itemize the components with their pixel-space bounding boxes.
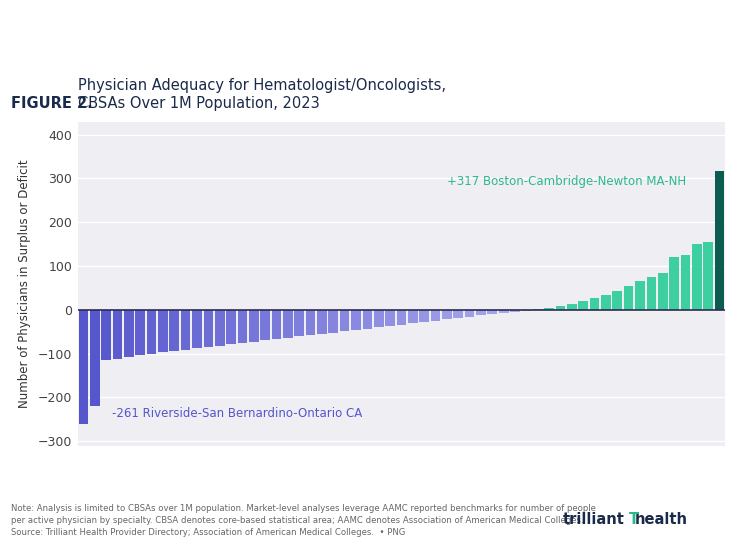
Bar [124,310,134,357]
Bar [703,242,713,310]
Text: FIGURE 2.: FIGURE 2. [11,96,92,111]
Bar [510,310,520,312]
Bar [465,310,474,317]
Bar [499,310,508,313]
Bar [340,310,349,331]
Bar [681,255,690,310]
Bar [283,310,293,338]
Bar [329,310,338,333]
Bar [420,310,429,322]
Text: +317 Boston-Cambridge-Newton MA-NH: +317 Boston-Cambridge-Newton MA-NH [447,176,686,188]
Bar [306,310,315,335]
Bar [238,310,247,343]
Bar [431,310,440,321]
Bar [635,281,645,310]
Bar [386,310,395,326]
Bar [317,310,327,334]
Text: T: T [629,511,639,526]
Text: trilliant: trilliant [562,511,625,526]
Bar [476,310,485,315]
Bar [215,310,224,346]
Text: Physician Adequacy for Hematologist/Oncologists,
CBSAs Over 1M Population, 2023: Physician Adequacy for Hematologist/Onco… [78,78,445,111]
Bar [442,310,451,319]
Bar [204,310,213,347]
Bar [613,292,622,310]
Bar [715,171,724,310]
Bar [112,310,122,359]
Bar [352,310,361,330]
Bar [658,273,667,310]
Bar [624,286,633,310]
Bar [692,244,702,310]
Bar [579,301,588,310]
Bar [533,309,542,310]
Bar [260,310,270,340]
Bar [295,310,304,336]
Bar [488,310,497,314]
Bar [408,310,417,323]
Bar [454,310,463,318]
Bar [363,310,372,329]
Bar [590,299,599,310]
Bar [397,310,406,325]
Text: health: health [635,511,688,526]
Bar [601,295,610,310]
Bar [669,257,679,310]
Y-axis label: Number of Physicians in Surplus or Deficit: Number of Physicians in Surplus or Defic… [18,159,31,408]
Text: -261 Riverside-San Bernardino-Ontario CA: -261 Riverside-San Bernardino-Ontario CA [112,408,362,421]
Bar [647,277,656,310]
Bar [147,310,156,354]
Bar [556,306,565,310]
Bar [272,310,281,339]
Bar [226,310,236,345]
Bar [181,310,190,349]
Bar [158,310,168,352]
Bar [135,310,145,355]
Bar [567,303,576,310]
Bar [249,310,258,342]
Bar [78,310,88,424]
Text: Note: Analysis is limited to CBSAs over 1M population. Market-level analyses lev: Note: Analysis is limited to CBSAs over … [11,504,596,537]
Bar [101,310,111,360]
Bar [545,308,554,310]
Bar [90,310,100,406]
Bar [374,310,383,327]
Bar [169,310,179,351]
Bar [192,310,202,348]
